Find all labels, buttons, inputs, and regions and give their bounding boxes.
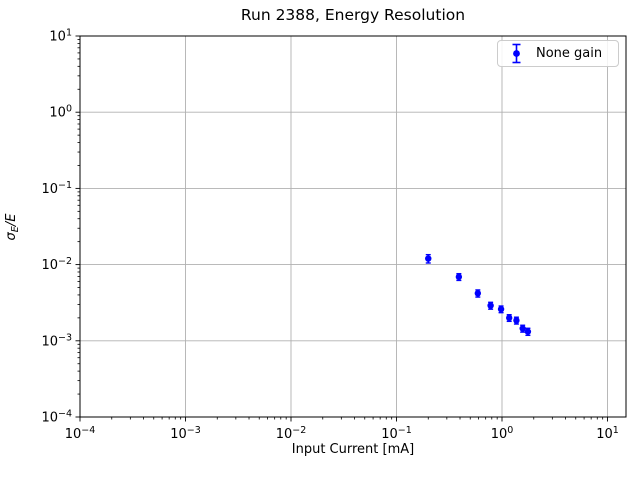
chart-title: Run 2388, Energy Resolution [240,6,466,24]
x-tick-label: 100 [491,425,514,442]
y-tick-label: 10−3 [41,332,72,349]
data-point [519,325,526,332]
x-tick-label: 10−3 [170,425,201,442]
x-tick-label: 10−2 [276,425,307,442]
x-axis-label: Input Current [mA] [291,442,415,457]
y-axis-label: σE/E [4,213,21,241]
plot-border [79,35,627,418]
x-tick-label: 10−1 [381,425,412,442]
y-tick-label: 10−2 [41,256,72,273]
x-tick-label: 10−4 [65,425,96,442]
data-point [474,290,482,297]
y-tick-label: 10−1 [41,180,72,197]
y-tick-label: 101 [49,28,72,45]
data-point [505,314,513,322]
errorbar-marker-icon [512,43,521,64]
y-tick-label: 100 [49,104,72,121]
data-point [425,255,432,262]
x-tick-label: 101 [596,425,619,442]
legend-label: None gain [536,46,603,61]
y-tick-label: 10−4 [41,409,72,426]
data-point [513,317,520,324]
data-point [487,302,494,309]
data-point [455,273,463,281]
data-point [524,328,532,335]
data-point [497,305,505,313]
legend: None gain [497,40,619,67]
